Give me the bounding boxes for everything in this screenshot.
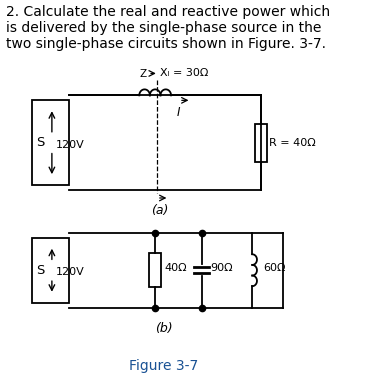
Bar bbox=[31, 100, 69, 185]
Text: (b): (b) bbox=[155, 322, 173, 335]
Text: I: I bbox=[176, 106, 180, 119]
Bar bbox=[255, 124, 267, 161]
Text: 120V: 120V bbox=[56, 140, 84, 150]
Text: S: S bbox=[36, 136, 45, 149]
Text: 90Ω: 90Ω bbox=[210, 263, 232, 273]
Bar bbox=[149, 253, 161, 287]
Bar bbox=[31, 238, 69, 303]
Text: 120V: 120V bbox=[56, 267, 84, 277]
Text: 60Ω: 60Ω bbox=[264, 263, 286, 273]
Text: (a): (a) bbox=[151, 204, 168, 217]
Text: Z: Z bbox=[139, 69, 146, 79]
Text: Xₗ = 30Ω: Xₗ = 30Ω bbox=[161, 68, 209, 79]
Text: S: S bbox=[36, 264, 45, 277]
Text: 40Ω: 40Ω bbox=[164, 263, 186, 273]
Text: 2. Calculate the real and reactive power which
is delivered by the single-phase : 2. Calculate the real and reactive power… bbox=[6, 5, 330, 51]
Text: Figure 3-7: Figure 3-7 bbox=[130, 359, 199, 373]
Text: R = 40Ω: R = 40Ω bbox=[269, 138, 316, 148]
